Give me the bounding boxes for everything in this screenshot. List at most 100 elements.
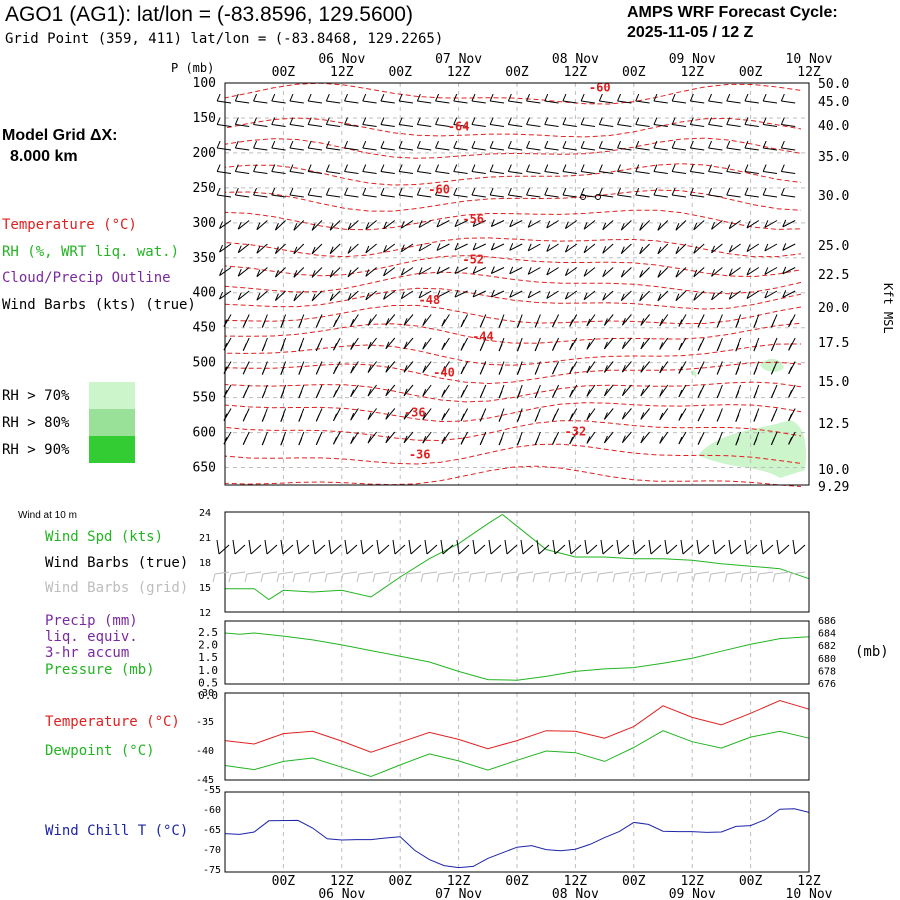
xs-wind-barb-flag bbox=[735, 414, 740, 422]
wind10m-title: Wind at 10 m bbox=[18, 510, 77, 521]
xs-wind-barb-flag bbox=[782, 243, 787, 251]
wind10m-barb-grid-flag bbox=[468, 573, 472, 583]
wind10m-barb-true bbox=[282, 544, 294, 555]
xs-wind-barb-flag bbox=[400, 244, 405, 252]
xs-wind-barb bbox=[472, 243, 487, 251]
wind10m-barb-grid-flag bbox=[436, 573, 440, 583]
wind10m-barb-true-flag bbox=[584, 539, 588, 555]
xs-wind-barb bbox=[271, 124, 286, 127]
wind10m-barb-grid-flag bbox=[340, 573, 344, 583]
xs-wind-barb bbox=[256, 267, 268, 278]
xs-wind-barb bbox=[640, 361, 650, 373]
xs-wind-barb bbox=[711, 220, 723, 230]
xs-wind-barb bbox=[367, 431, 377, 444]
xs-wind-barb-flag bbox=[762, 140, 767, 149]
xs-wind-barb bbox=[509, 220, 523, 228]
xs-wind-barb bbox=[675, 220, 687, 231]
xs-wind-barb-flag bbox=[788, 390, 793, 398]
xs-wind-barb bbox=[362, 147, 377, 151]
wind10m-barb-true bbox=[506, 544, 518, 555]
xs-wind-barb bbox=[436, 220, 450, 228]
xs-wind-barb-flag bbox=[640, 435, 645, 444]
xs-wind-barb bbox=[472, 220, 487, 227]
xs-wind-barb bbox=[782, 243, 796, 251]
xs-wind-barb bbox=[454, 243, 468, 251]
label-pressure-unit: (mb) bbox=[855, 644, 889, 660]
xs-wind-barb bbox=[546, 243, 559, 252]
wind10m-barb-grid-flag bbox=[260, 573, 264, 583]
xs-wind-barb bbox=[693, 267, 705, 278]
xs-wind-barb bbox=[565, 220, 578, 230]
xs-wind-barb bbox=[422, 384, 432, 397]
xs-wind-barb-flag bbox=[403, 435, 408, 443]
xs-wind-barb-flag bbox=[753, 437, 758, 446]
xs-wind-barb-flag bbox=[350, 436, 355, 444]
wind10m-barb-true-flag bbox=[504, 539, 508, 555]
top-date-label: 10 Nov bbox=[786, 52, 833, 67]
xs-wind-barb-flag bbox=[289, 187, 294, 196]
xs-wind-barb bbox=[583, 290, 596, 301]
xs-wind-barb-flag bbox=[598, 187, 603, 196]
xs-wind-barb-flag bbox=[380, 93, 385, 102]
xs-wind-barb bbox=[256, 243, 268, 254]
legend-cloud: Cloud/Precip Outline bbox=[2, 270, 171, 286]
xs-wind-barb bbox=[581, 124, 596, 127]
xs-wind-barb-flag bbox=[711, 222, 715, 230]
xs-wind-barb bbox=[653, 100, 668, 104]
wind10m-barb-true-flag bbox=[488, 539, 492, 555]
wind10m-barb-true bbox=[538, 544, 550, 555]
xs-wind-barb-flag bbox=[367, 318, 372, 326]
xs-wind-barb bbox=[602, 220, 614, 231]
xs-wind-barb-flag bbox=[329, 270, 334, 278]
label-wind-barbs-true: Wind Barbs (true) bbox=[45, 555, 189, 571]
xs-wind-barb-flag bbox=[598, 93, 603, 102]
xs-wind-barb-flag bbox=[569, 413, 574, 421]
xs-wind-barb-flag bbox=[344, 140, 348, 149]
temperature-contour bbox=[224, 304, 802, 325]
xs-wind-barb bbox=[622, 337, 632, 350]
xs-wind-barb bbox=[672, 124, 687, 127]
xs-wind-barb-flag bbox=[639, 223, 644, 231]
xs-wind-barb bbox=[526, 194, 541, 198]
xs-wind-barb bbox=[711, 290, 723, 301]
top-time-label: 00Z bbox=[388, 65, 412, 80]
xs-wind-barb bbox=[508, 194, 523, 198]
xs-wind-barb-flag bbox=[603, 388, 608, 397]
xs-wind-barb bbox=[604, 408, 614, 420]
xs-wind-barb-flag bbox=[325, 93, 330, 102]
wind10m-barb-grid bbox=[310, 571, 326, 575]
xs-wind-barb bbox=[422, 361, 432, 373]
precip-tick-label: 1.5 bbox=[198, 651, 218, 664]
xs-wind-barb bbox=[308, 171, 323, 174]
xs-wind-barb-flag bbox=[744, 117, 749, 125]
xs-wind-barb-flag bbox=[261, 320, 266, 328]
bottom-time-label: 00Z bbox=[622, 874, 646, 889]
xs-wind-barb-flag bbox=[788, 413, 793, 422]
xs-wind-barb bbox=[509, 290, 523, 298]
xs-wind-barb-flag bbox=[234, 140, 239, 149]
wind10m-barb-grid bbox=[358, 571, 374, 575]
xs-wind-barb-flag bbox=[552, 343, 556, 351]
xs-wind-barb-flag bbox=[416, 117, 421, 125]
xs-wind-barb bbox=[546, 267, 559, 276]
xs-wind-barb bbox=[311, 267, 323, 278]
wind10m-barb-grid bbox=[438, 571, 454, 575]
wind10m-barb-grid bbox=[486, 571, 502, 575]
xs-wind-barb-flag bbox=[383, 292, 387, 300]
wind10m-barb-true-flag bbox=[568, 539, 572, 555]
xs-wind-barb-flag bbox=[653, 164, 658, 172]
xs-wind-barb bbox=[617, 194, 632, 198]
xs-wind-barb-flag bbox=[237, 221, 242, 230]
xs-wind-barb-flag bbox=[708, 140, 712, 149]
xs-wind-barb-flag bbox=[242, 437, 247, 445]
xs-wind-barb bbox=[657, 290, 669, 302]
xs-wind-barb bbox=[400, 243, 414, 253]
xs-wind-barb-flag bbox=[490, 266, 495, 274]
temperature-contour bbox=[224, 402, 802, 423]
xs-wind-barb bbox=[544, 100, 559, 104]
xs-wind-barb bbox=[672, 100, 687, 104]
wind10m-barb-true-flag bbox=[376, 539, 380, 555]
label-wind-barbs-grid: Wind Barbs (grid) bbox=[45, 580, 189, 596]
xs-wind-barb bbox=[471, 100, 486, 104]
xs-wind-barb bbox=[622, 431, 632, 444]
